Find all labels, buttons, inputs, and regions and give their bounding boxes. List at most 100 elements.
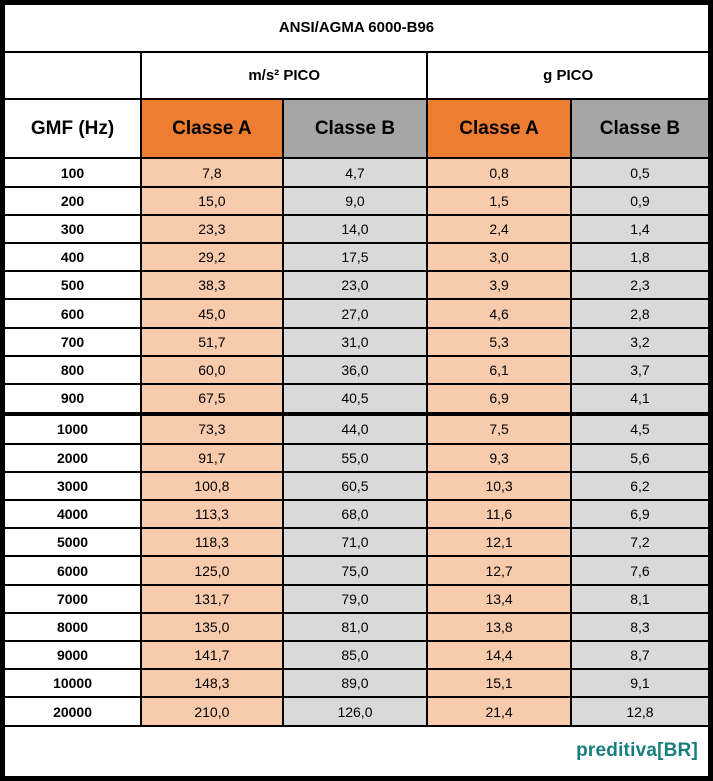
gmf-cell: 1000 [1,411,143,445]
classe-a-value-cell: 3,9 [426,270,572,301]
classe-a-value-cell: 12,7 [426,555,572,586]
classe-b-value-cell: 8,3 [569,611,712,643]
table-row: 700 51,7 31,0 5,3 3,2 [1,326,712,357]
classe-a-value-cell: 7,8 [140,157,284,188]
classe-b-value-cell: 8,7 [569,640,712,671]
classe-b-value-cell: 36,0 [281,354,429,386]
classe-b-value-cell: 0,5 [569,157,712,188]
classe-a-value-cell: 29,2 [140,242,284,273]
classe-b-value-cell: 4,5 [569,411,712,445]
table-row: 800 60,0 36,0 6,1 3,7 [1,354,712,386]
classe-b-value-cell: 5,6 [569,442,712,473]
table-row: 600 45,0 27,0 4,6 2,8 [1,298,712,329]
table-row: 1000 73,3 44,0 7,5 4,5 [1,411,712,445]
classe-b-value-cell: 2,8 [569,298,712,329]
gmf-cell: 200 [1,185,143,216]
brand-logo: preditiva[BR] [576,740,698,762]
classe-b-value-cell: 23,0 [281,270,429,301]
gmf-cell: 700 [1,326,143,357]
units-row: m/s² PICO g PICO [1,50,712,100]
classe-b-value-cell: 71,0 [281,527,429,558]
classe-b-value-cell: 79,0 [281,583,429,614]
classe-a-value-cell: 148,3 [140,668,284,699]
table-row: 10000 148,3 89,0 15,1 9,1 [1,668,712,699]
unit-group-ms2-label: m/s² PICO [140,50,429,100]
classe-a-value-cell: 7,5 [426,411,572,445]
classe-b-value-cell: 7,6 [569,555,712,586]
table-row: 100 7,8 4,7 0,8 0,5 [1,157,712,188]
classe-b-value-cell: 31,0 [281,326,429,357]
classe-a-value-cell: 1,5 [426,185,572,216]
gmf-cell: 400 [1,242,143,273]
table-row: 8000 135,0 81,0 13,8 8,3 [1,611,712,643]
table-row: 400 29,2 17,5 3,0 1,8 [1,242,712,273]
classe-a-value-cell: 23,3 [140,213,284,245]
classe-a-value-cell: 14,4 [426,640,572,671]
classe-b-value-cell: 75,0 [281,555,429,586]
gmf-cell: 7000 [1,583,143,614]
classe-a-value-cell: 91,7 [140,442,284,473]
classe-a-value-cell: 21,4 [426,696,572,727]
classe-b-value-cell: 60,5 [281,470,429,502]
gmf-cell: 20000 [1,696,143,727]
classe-a-value-cell: 3,0 [426,242,572,273]
table-row: 9000 141,7 85,0 14,4 8,7 [1,640,712,671]
classe-a-value-cell: 210,0 [140,696,284,727]
gmf-cell: 3000 [1,470,143,502]
classe-a-value-cell: 13,8 [426,611,572,643]
footer-row: preditiva[BR] [1,724,712,780]
classe-b-value-cell: 85,0 [281,640,429,671]
classe-b-value-cell: 3,7 [569,354,712,386]
gmf-cell: 800 [1,354,143,386]
gmf-cell: 600 [1,298,143,329]
corner-empty-cell [1,50,143,100]
table-title: ANSI/AGMA 6000-B96 [1,1,712,53]
footer-cell: preditiva[BR] [1,724,712,780]
table-row: 200 15,0 9,0 1,5 0,9 [1,185,712,216]
gmf-cell: 300 [1,213,143,245]
classe-a-value-cell: 67,5 [140,383,284,415]
classe-a-header-g: Classe A [426,97,572,160]
classe-b-value-cell: 27,0 [281,298,429,329]
gmf-cell: 9000 [1,640,143,671]
table-row: 3000 100,8 60,5 10,3 6,2 [1,470,712,502]
classe-b-value-cell: 68,0 [281,499,429,530]
classe-b-value-cell: 8,1 [569,583,712,614]
gmf-cell: 100 [1,157,143,188]
table-row: 4000 113,3 68,0 11,6 6,9 [1,499,712,530]
classe-b-value-cell: 12,8 [569,696,712,727]
table-row: 6000 125,0 75,0 12,7 7,6 [1,555,712,586]
classe-a-value-cell: 4,6 [426,298,572,329]
classe-a-value-cell: 125,0 [140,555,284,586]
classe-a-value-cell: 13,4 [426,583,572,614]
classe-b-value-cell: 17,5 [281,242,429,273]
classe-b-value-cell: 89,0 [281,668,429,699]
classe-a-value-cell: 135,0 [140,611,284,643]
classe-b-value-cell: 14,0 [281,213,429,245]
classe-b-value-cell: 6,2 [569,470,712,502]
gmf-cell: 4000 [1,499,143,530]
classe-b-value-cell: 1,4 [569,213,712,245]
classe-a-value-cell: 118,3 [140,527,284,558]
classe-a-value-cell: 73,3 [140,411,284,445]
classe-b-value-cell: 3,2 [569,326,712,357]
table-row: 300 23,3 14,0 2,4 1,4 [1,213,712,245]
classe-b-value-cell: 4,1 [569,383,712,415]
classes-header-row: GMF (Hz) Classe A Classe B Classe A Clas… [1,97,712,160]
table-row: 2000 91,7 55,0 9,3 5,6 [1,442,712,473]
table-row: 7000 131,7 79,0 13,4 8,1 [1,583,712,614]
gmf-cell: 10000 [1,668,143,699]
classe-a-value-cell: 100,8 [140,470,284,502]
classe-b-value-cell: 4,7 [281,157,429,188]
table-row: 500 38,3 23,0 3,9 2,3 [1,270,712,301]
classe-a-value-cell: 11,6 [426,499,572,530]
classe-a-value-cell: 60,0 [140,354,284,386]
classe-b-value-cell: 9,0 [281,185,429,216]
classe-a-value-cell: 5,3 [426,326,572,357]
classe-a-value-cell: 38,3 [140,270,284,301]
table-row: 900 67,5 40,5 6,9 4,1 [1,383,712,415]
classe-b-value-cell: 7,2 [569,527,712,558]
classe-b-value-cell: 9,1 [569,668,712,699]
classe-a-value-cell: 113,3 [140,499,284,530]
